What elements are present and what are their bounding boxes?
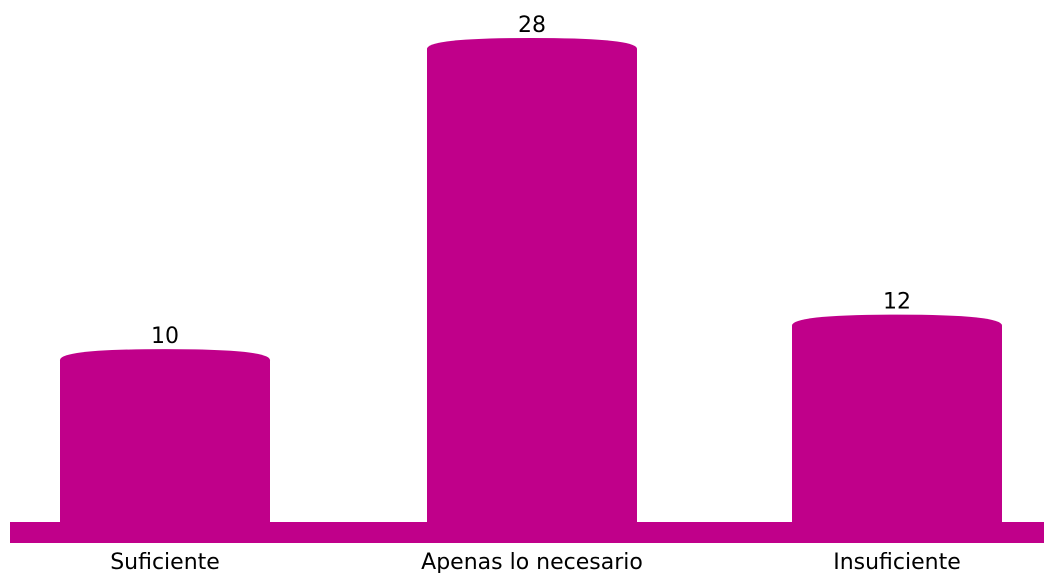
category-labels-group: Suficiente Apenas lo necesario Insuficient…	[110, 550, 961, 573]
value-label: 10	[151, 324, 179, 349]
bar-insuficiente	[792, 314, 1002, 522]
category-label: Suficiente	[110, 550, 220, 573]
bar-suficiente	[60, 349, 270, 522]
category-label: Apenas lo necesario	[421, 550, 643, 573]
x-axis-baseline	[10, 522, 1044, 543]
bars-group	[60, 38, 1002, 522]
value-label: 12	[883, 290, 911, 315]
value-label: 28	[518, 13, 546, 38]
value-labels-group: 10 28 12	[151, 13, 911, 349]
bar-apenas-lo-necesario	[427, 38, 637, 522]
category-label: Insuficiente	[833, 550, 961, 573]
